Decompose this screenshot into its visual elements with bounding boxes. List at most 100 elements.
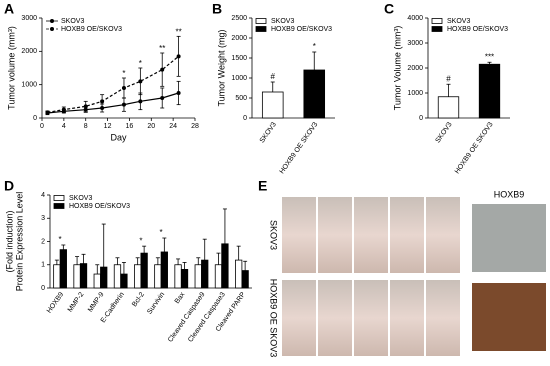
bar <box>53 264 61 289</box>
legend-swatch <box>431 26 443 32</box>
marker <box>121 86 126 90</box>
bar <box>113 264 122 289</box>
y-tick-label: 1000 <box>231 75 247 82</box>
bar <box>93 273 101 289</box>
y-tick-label: 0 <box>41 285 45 292</box>
x-tick-label: 24 <box>169 123 177 130</box>
bar <box>235 259 243 289</box>
bar <box>214 264 223 289</box>
significance: * <box>139 236 142 245</box>
marker <box>138 99 143 104</box>
bar <box>194 264 202 289</box>
bar <box>261 91 284 119</box>
series-line <box>47 55 179 113</box>
y-tick-label: 2000 <box>21 48 37 55</box>
bar <box>303 69 326 119</box>
marker <box>121 102 126 107</box>
y-tick-label: 500 <box>235 95 247 102</box>
y-tick-label: 0 <box>419 115 423 122</box>
y-tick-label: 2 <box>41 238 45 245</box>
y-tick-label: 4000 <box>407 15 423 22</box>
x-tick-label: 20 <box>147 123 155 130</box>
mouse-photos <box>282 197 460 356</box>
significance: ** <box>175 27 181 36</box>
x-tick-label: 8 <box>84 123 88 130</box>
panel-label: A <box>4 1 14 17</box>
marker <box>45 110 50 115</box>
y-axis-label: Protein Expression Level <box>14 192 24 292</box>
significance: * <box>160 228 163 237</box>
bar <box>241 270 249 289</box>
bar <box>180 268 189 289</box>
significance: * <box>59 235 62 244</box>
y-axis-label: (Fold induction) <box>4 210 14 272</box>
x-tick-label: Survivin <box>146 291 166 315</box>
y-tick-label: 3000 <box>21 15 37 22</box>
y-axis-label: Tumor Volume (mm³) <box>392 26 402 111</box>
y-tick-label: 1500 <box>231 55 247 62</box>
x-tick-label: Bax <box>174 291 187 305</box>
x-tick-label: MMP-9 <box>87 291 106 314</box>
bar <box>120 273 128 289</box>
legend-swatch <box>255 26 267 32</box>
y-axis-label: Tumor Weight (mg) <box>216 29 226 106</box>
x-tick-label: SKOV3 <box>435 121 454 144</box>
series-line <box>47 92 179 114</box>
bar <box>174 264 182 289</box>
y-tick-label: 2000 <box>231 35 247 42</box>
marker <box>160 96 165 100</box>
y-tick-label: 0 <box>243 115 247 122</box>
stain-label: HOXB9 <box>494 189 525 199</box>
histology-image <box>472 204 546 272</box>
panel-label: B <box>212 1 222 17</box>
y-tick-label: 1000 <box>21 82 37 89</box>
y-tick-label: 1000 <box>407 90 423 97</box>
panel-label: C <box>384 1 394 17</box>
bar <box>478 63 501 119</box>
legend-label: SKOV3 <box>69 195 92 202</box>
x-tick-label: 12 <box>104 123 112 130</box>
bar <box>79 263 88 289</box>
bar <box>134 264 142 289</box>
y-tick-label: 2500 <box>231 15 247 22</box>
legend-swatch <box>53 195 65 201</box>
legend-marker <box>50 27 54 31</box>
marker <box>176 91 181 95</box>
x-tick-label: 16 <box>126 123 134 130</box>
x-tick-label: Bcl-2 <box>131 291 146 308</box>
x-axis-label: Day <box>110 132 127 142</box>
legend-label: HOXB9 OE/SKOV3 <box>447 26 508 33</box>
marker <box>176 54 181 59</box>
marker <box>160 67 165 72</box>
y-tick-label: 2000 <box>407 65 423 72</box>
y-tick-label: 3 <box>41 215 45 222</box>
y-tick-label: 4 <box>41 192 45 199</box>
y-axis-label: Tumor volume (mm³) <box>6 26 16 110</box>
x-tick-label: 0 <box>40 123 44 130</box>
legend-marker <box>50 19 54 23</box>
marker <box>83 104 88 109</box>
legend-swatch <box>255 18 267 24</box>
legend-swatch <box>53 203 65 209</box>
x-tick-label: HOXB9 OE SKOV3 <box>279 121 320 175</box>
y-tick-label: 0 <box>33 115 37 122</box>
legend-label: SKOV3 <box>271 18 294 25</box>
significance: *** <box>485 52 494 61</box>
significance: * <box>139 59 142 68</box>
panel-label: D <box>4 178 14 194</box>
x-tick-label: Cleaved Caspase3 <box>187 291 227 344</box>
significance: # <box>271 72 276 81</box>
x-tick-label: 4 <box>62 123 66 130</box>
bar <box>73 264 81 289</box>
x-tick-label: HOXB9 <box>46 291 65 315</box>
bar <box>154 264 162 289</box>
marker <box>138 79 143 84</box>
significance: # <box>446 74 451 83</box>
x-tick-label: HOXB9 OE SKOV3 <box>454 121 495 175</box>
bar <box>437 96 460 119</box>
bar <box>140 252 148 289</box>
bar <box>160 251 168 289</box>
x-tick-label: Cleaved Caspase9 <box>167 291 207 344</box>
bar <box>100 266 108 289</box>
significance: * <box>313 42 316 51</box>
